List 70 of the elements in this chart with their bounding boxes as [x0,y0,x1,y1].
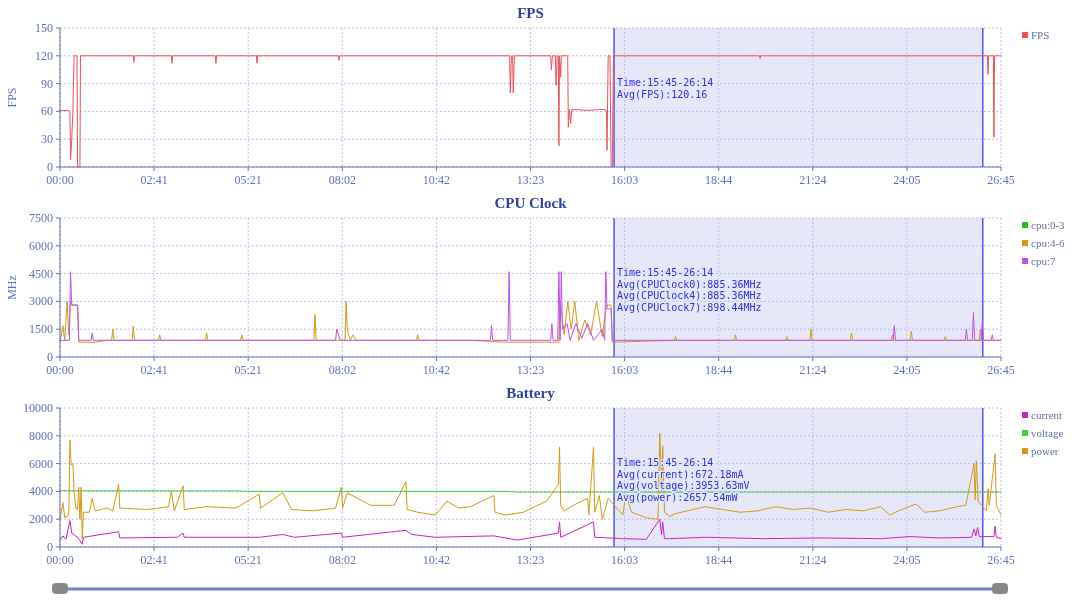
y-tick-label: 120 [35,48,53,63]
legend-label: cpu:0-3 [1031,219,1066,231]
x-tick-label: 13:23 [516,363,545,377]
annotation: Avg(CPUClock4):885.36MHz [617,290,762,301]
y-tick-label: 6000 [29,456,53,471]
x-tick-label: 08:02 [328,363,356,377]
band-label: Time:15:45-26:14 [617,267,714,278]
y-tick-label: 6000 [29,238,53,253]
annotation: Avg(FPS):120.16 [617,88,708,100]
x-tick-label: 02:41 [140,173,168,187]
x-tick-label: 13:23 [516,173,545,187]
x-tick-label: 18:44 [705,363,733,377]
x-tick-label: 26:45 [987,553,1015,567]
chart-title: CPU Clock [494,195,568,211]
x-tick-label: 08:02 [328,553,356,567]
x-tick-label: 02:41 [140,363,168,377]
x-tick-label: 24:05 [893,363,921,377]
x-tick-label: 00:00 [46,173,74,187]
x-tick-label: 26:45 [987,173,1015,187]
x-tick-label: 13:23 [516,553,545,567]
x-tick-label: 10:42 [422,173,451,187]
annotation: Avg(CPUClock0):885.36MHz [617,278,762,290]
y-tick-label: 4500 [29,266,53,281]
legend-label: FPS [1031,29,1050,41]
x-tick-label: 21:24 [799,553,827,567]
legend-label: cpu:4-6 [1031,237,1066,249]
x-tick-label: 16:03 [610,363,639,377]
x-tick-label: 26:45 [987,363,1015,377]
y-axis-title: FPS [5,87,19,108]
x-tick-label: 00:00 [46,363,74,377]
x-tick-label: 00:00 [46,553,74,567]
x-tick-label: 21:24 [799,363,827,377]
x-tick-label: 02:41 [140,553,168,567]
x-tick-label: 24:05 [893,173,921,187]
x-tick-label: 16:03 [610,173,639,187]
y-tick-label: 10000 [23,401,53,415]
y-axis-title: MHz [5,275,19,300]
chart-title: FPS [517,5,544,21]
y-tick-label: 1500 [29,322,53,337]
y-tick-label: 60 [41,104,53,119]
legend-label: voltage [1031,427,1064,439]
legend-label: current [1031,409,1063,421]
legend-label: power [1031,445,1059,457]
y-tick-label: 0 [47,350,53,364]
x-tick-label: 05:21 [234,363,262,377]
y-tick-label: 8000 [29,428,53,443]
y-tick-label: 7500 [29,211,53,225]
x-tick-label: 10:42 [422,363,451,377]
annotation: Avg(CPUClock7):898.44MHz [617,301,762,313]
y-tick-label: 0 [47,540,53,554]
chart-title: Battery [506,385,556,401]
x-tick-label: 24:05 [893,553,921,567]
y-tick-label: 0 [47,160,53,174]
x-tick-label: 18:44 [705,173,733,187]
band-label: Time:15:45-26:14 [617,77,714,88]
y-tick-label: 3000 [29,294,53,309]
x-tick-label: 18:44 [705,553,733,567]
x-tick-label: 10:42 [422,553,451,567]
y-tick-label: 30 [41,132,53,147]
x-tick-label: 16:03 [610,553,639,567]
y-tick-label: 4000 [29,484,53,499]
x-tick-label: 05:21 [234,173,262,187]
x-tick-label: 21:24 [799,173,827,187]
y-tick-label: 90 [41,76,53,91]
legend-label: cpu:7 [1031,255,1056,267]
line-series [59,432,1002,540]
x-tick-label: 05:21 [234,553,262,567]
y-tick-label: 2000 [29,512,53,527]
x-tick-label: 08:02 [328,173,356,187]
y-tick-label: 150 [35,21,53,35]
